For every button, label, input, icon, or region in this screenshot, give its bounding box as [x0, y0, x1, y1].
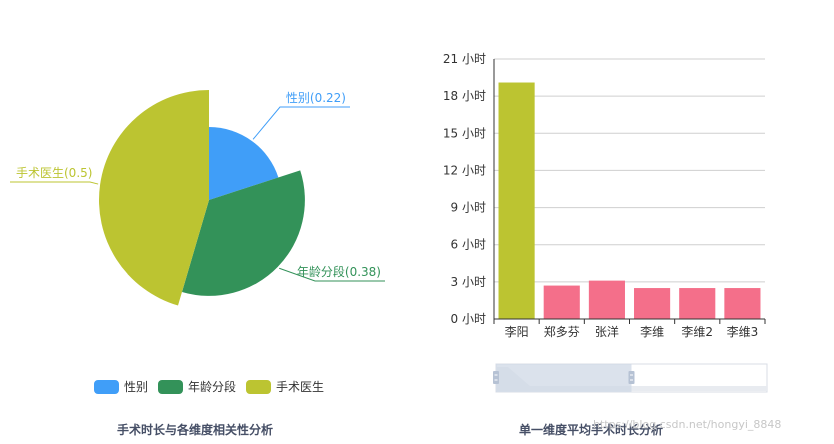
legend-item-age-group[interactable]: 年龄分段: [158, 379, 236, 394]
pie-slice-surgeon[interactable]: [98, 90, 209, 306]
y-tick-label: 18 小时: [443, 89, 486, 103]
slider-handle-right[interactable]: [628, 371, 635, 384]
y-tick-label: 15 小时: [443, 126, 486, 140]
y-tick-label: 12 小时: [443, 163, 486, 177]
x-tick-label: 李维2: [681, 324, 713, 339]
y-tick-label: 3 小时: [451, 275, 486, 289]
pie-slice-gender[interactable]: [209, 127, 279, 200]
pie-chart-caption: 手术时长与各维度相关性分析: [117, 423, 274, 437]
pie-label-line-surgeon: [10, 181, 99, 185]
bar-grid: [494, 58, 765, 283]
pie-label-line-age-group: [279, 267, 385, 282]
bar-4[interactable]: [679, 288, 716, 319]
bar-x-axis: 李阳 郑多芬 张洋 李维 李维2 李维3: [493, 318, 766, 339]
pie-label-age-group: 年龄分段(0.38): [297, 264, 381, 279]
y-tick-label: 0 小时: [451, 312, 486, 326]
pie-label-gender: 性别(0.22): [286, 91, 346, 105]
pie-label-line-gender: [252, 106, 350, 140]
x-tick-label: 李维3: [727, 324, 759, 339]
y-tick-label: 6 小时: [451, 238, 486, 252]
bar-0[interactable]: [498, 82, 535, 320]
legend-swatch-surgeon: [246, 380, 271, 394]
bar-2[interactable]: [588, 280, 625, 319]
legend-item-surgeon[interactable]: 手术医生: [246, 380, 324, 394]
x-tick-label: 李阳: [505, 324, 529, 339]
legend-swatch-age-group: [158, 380, 183, 394]
legend-label-gender: 性别: [124, 380, 148, 394]
x-tick-label: 李维: [640, 324, 664, 339]
legend-label-surgeon: 手术医生: [276, 380, 324, 394]
slider-handle-left[interactable]: [493, 371, 499, 384]
bar-series: [498, 82, 761, 320]
bar-3[interactable]: [634, 288, 671, 319]
y-tick-label: 9 小时: [451, 201, 486, 215]
slider-selected-window[interactable]: [496, 364, 632, 392]
y-tick-label: 21 小时: [443, 52, 486, 66]
pie-legend: 性别 年龄分段 手术医生: [94, 379, 324, 394]
bar-1[interactable]: [543, 285, 580, 319]
pie-slice-age-group[interactable]: [181, 170, 305, 296]
legend-label-age-group: 年龄分段: [188, 379, 236, 394]
watermark: https://blog.csdn.net/hongyi_8848: [593, 418, 782, 431]
x-tick-label: 郑多芬: [544, 324, 580, 339]
bar-y-axis: 21 小时 18 小时 15 小时 12 小时 9 小时 6 小时 3 小时 0 小时: [443, 52, 495, 326]
x-tick-label: 张洋: [595, 324, 619, 339]
legend-item-gender[interactable]: 性别: [94, 380, 148, 394]
data-zoom-slider[interactable]: [493, 363, 768, 393]
pie-label-surgeon: 手术医生(0.5): [16, 166, 92, 180]
pie-labels: 性别(0.22) 年龄分段(0.38) 手术医生(0.5): [10, 91, 385, 282]
legend-swatch-gender: [94, 380, 119, 394]
bar-5[interactable]: [724, 288, 761, 319]
pie-chart: [98, 90, 305, 306]
bar-chart-caption: 单一维度平均手术时长分析: [519, 423, 664, 437]
